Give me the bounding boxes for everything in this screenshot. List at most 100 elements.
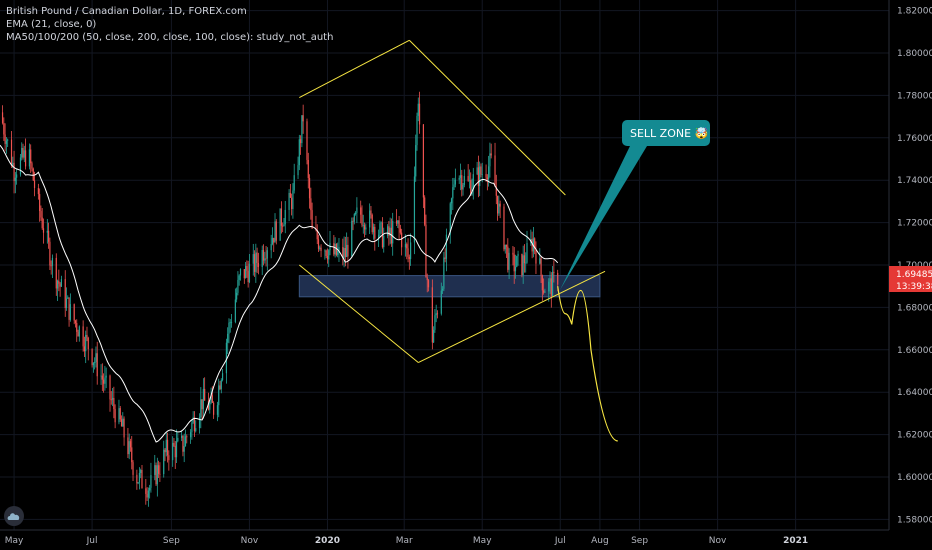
trendline-diamond-right bbox=[408, 39, 566, 196]
candle-body bbox=[426, 277, 428, 281]
candle-body bbox=[458, 177, 460, 180]
candle-body bbox=[513, 254, 515, 272]
candle-body bbox=[463, 176, 465, 185]
indicator-ma[interactable]: MA50/100/200 (50, close, 200, close, 100… bbox=[6, 32, 334, 43]
candle-body bbox=[363, 225, 366, 230]
candle-body bbox=[163, 449, 165, 475]
candle-body bbox=[410, 242, 412, 260]
candle-body bbox=[105, 375, 107, 378]
candle-body bbox=[23, 150, 25, 158]
candle-body bbox=[77, 331, 79, 337]
candle-body bbox=[59, 283, 61, 287]
candle-body bbox=[525, 262, 527, 264]
candle-body bbox=[39, 194, 41, 212]
drawings[interactable] bbox=[299, 39, 618, 442]
candle-body bbox=[334, 243, 336, 255]
candle-body bbox=[78, 326, 80, 337]
candle-body bbox=[333, 243, 335, 255]
sell-zone-box[interactable] bbox=[298, 275, 601, 298]
candle-body bbox=[146, 493, 148, 498]
tradingview-logo-icon[interactable] bbox=[4, 506, 24, 526]
candle-body bbox=[237, 279, 239, 293]
candle-body bbox=[326, 255, 329, 260]
candle-body bbox=[266, 250, 268, 259]
candle-body bbox=[351, 220, 353, 257]
indicator-ema[interactable]: EMA (21, close, 0) bbox=[6, 19, 97, 30]
candle-body bbox=[149, 487, 151, 491]
candle-body bbox=[299, 139, 302, 144]
candle-body bbox=[141, 469, 143, 489]
candle-body bbox=[65, 298, 68, 309]
candle-body bbox=[175, 441, 178, 458]
candle-body bbox=[335, 243, 338, 255]
candle-body bbox=[424, 197, 426, 225]
candle-body bbox=[362, 225, 364, 226]
candle-body bbox=[113, 397, 115, 410]
candle-body bbox=[370, 210, 372, 215]
candle-body bbox=[441, 288, 444, 291]
candle-body bbox=[221, 373, 224, 381]
candle-body bbox=[49, 241, 51, 266]
candle-body bbox=[4, 134, 6, 144]
price-tick-label: 1.82000 bbox=[897, 7, 932, 17]
sell-zone-callout[interactable] bbox=[622, 120, 710, 146]
candle-body bbox=[343, 247, 345, 259]
candle-body bbox=[32, 168, 34, 181]
candle-body bbox=[450, 198, 453, 204]
candles bbox=[1, 91, 559, 507]
candle-body bbox=[244, 266, 247, 279]
candle-body bbox=[453, 184, 455, 188]
candle-body bbox=[325, 250, 327, 256]
candle-body bbox=[289, 192, 291, 198]
candle-body bbox=[434, 315, 436, 330]
candle-body bbox=[521, 253, 523, 276]
candle-body bbox=[431, 287, 433, 343]
price-tick-label: 1.64000 bbox=[897, 388, 932, 398]
candle-body bbox=[297, 165, 299, 176]
candle-body bbox=[246, 266, 248, 271]
price-tick-label: 1.72000 bbox=[897, 219, 932, 229]
candle-body bbox=[495, 186, 497, 196]
candle-body bbox=[150, 474, 152, 488]
current-price-label: 1.69485 bbox=[896, 270, 932, 280]
candle-body bbox=[21, 147, 23, 158]
candle-body bbox=[136, 474, 138, 484]
candle-body bbox=[14, 177, 16, 182]
candle-body bbox=[69, 304, 71, 320]
candle-body bbox=[462, 184, 464, 190]
candle-body bbox=[166, 439, 169, 456]
candle-body bbox=[319, 247, 321, 249]
candle-body bbox=[355, 212, 357, 215]
candle-body bbox=[449, 203, 451, 235]
candle-body bbox=[417, 103, 419, 116]
candle-body bbox=[211, 395, 213, 403]
price-tick-label: 1.60000 bbox=[897, 473, 932, 483]
candle-body bbox=[104, 377, 106, 384]
candle-body bbox=[407, 248, 409, 257]
candle-body bbox=[156, 465, 158, 485]
candle-body bbox=[324, 250, 326, 252]
candle-body bbox=[298, 139, 300, 166]
candle-body bbox=[404, 244, 407, 248]
candle-body bbox=[193, 417, 196, 432]
candle-body bbox=[173, 442, 175, 446]
candle-body bbox=[95, 353, 97, 363]
candle-body bbox=[13, 162, 15, 182]
candle-body bbox=[140, 469, 142, 473]
candle-body bbox=[229, 322, 231, 324]
candle-body bbox=[516, 256, 518, 267]
candle-body bbox=[31, 163, 33, 169]
candle-body bbox=[320, 247, 322, 251]
candle-body bbox=[398, 220, 400, 229]
price-tick-label: 1.76000 bbox=[897, 134, 932, 144]
candle-body bbox=[369, 210, 371, 228]
candle-body bbox=[548, 281, 550, 292]
candle-body bbox=[308, 178, 311, 199]
time-axis[interactable]: May Jul Sep Nov 2020 Mar May Jul Aug Sep Nov 2021 bbox=[5, 536, 808, 546]
candle-body bbox=[422, 124, 424, 198]
candle-body bbox=[255, 252, 257, 272]
candle-body bbox=[103, 379, 105, 384]
candle-body bbox=[33, 180, 36, 188]
candle-body bbox=[445, 234, 448, 259]
